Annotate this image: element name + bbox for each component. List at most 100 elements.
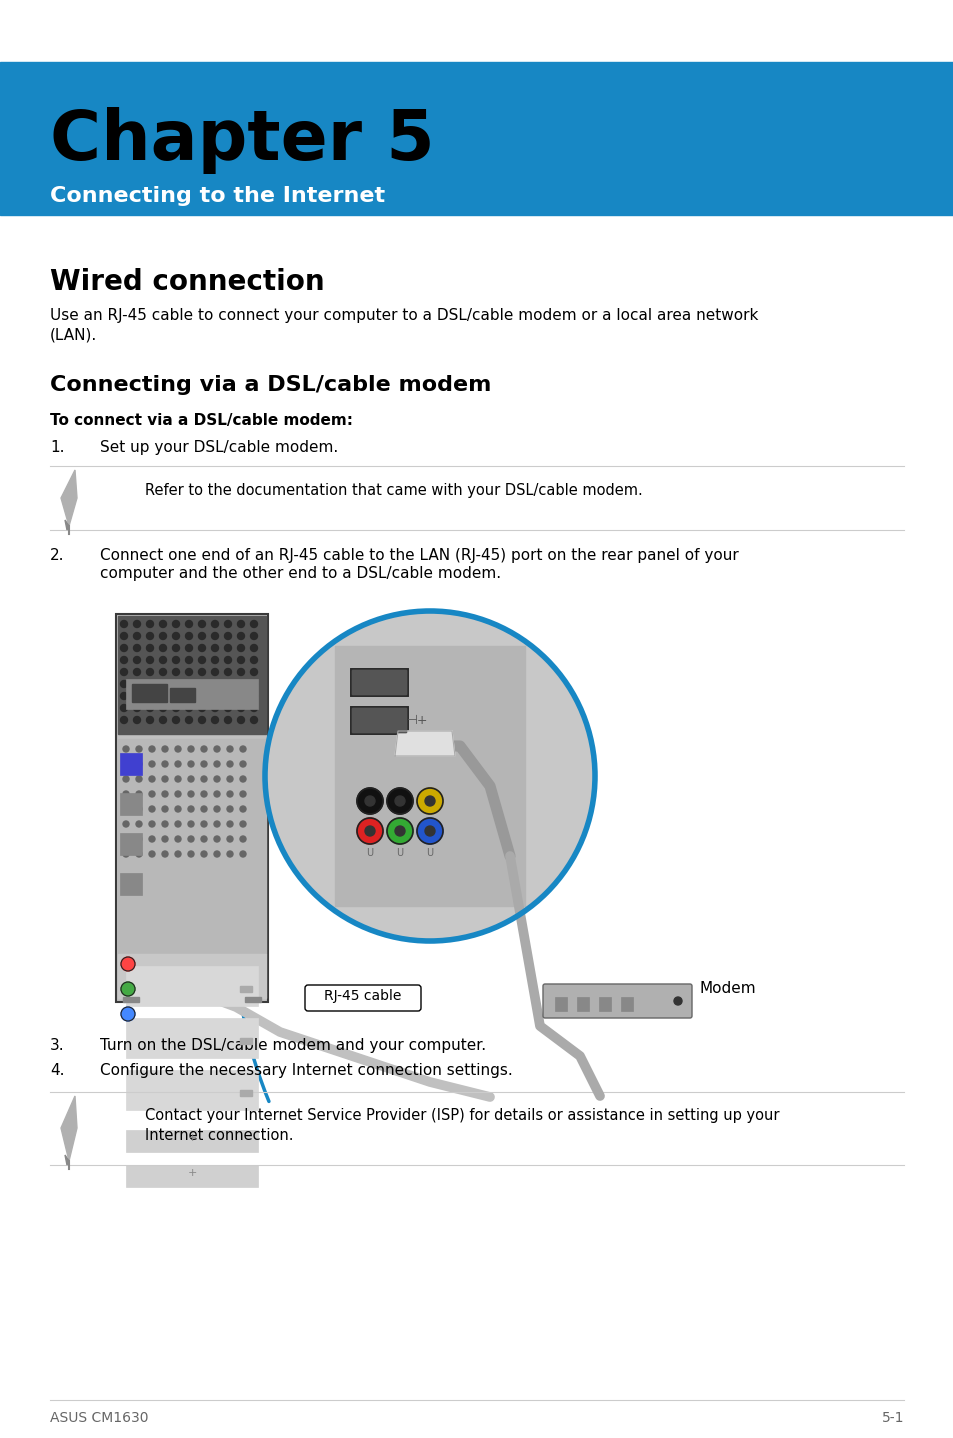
Circle shape — [185, 633, 193, 640]
Circle shape — [240, 791, 246, 797]
Bar — [620, 997, 633, 1011]
Circle shape — [188, 777, 193, 782]
Circle shape — [198, 705, 205, 712]
Circle shape — [240, 835, 246, 843]
Polygon shape — [65, 521, 69, 531]
Circle shape — [120, 621, 128, 627]
Circle shape — [224, 716, 232, 723]
Bar — [120, 754, 142, 775]
Circle shape — [147, 669, 153, 676]
Circle shape — [240, 821, 246, 827]
Circle shape — [237, 633, 244, 640]
Bar — [555, 997, 566, 1011]
Circle shape — [387, 818, 413, 844]
Bar — [577, 997, 588, 1011]
Circle shape — [120, 716, 128, 723]
Bar — [120, 833, 142, 856]
Circle shape — [251, 633, 257, 640]
Circle shape — [213, 791, 220, 797]
Polygon shape — [61, 470, 77, 526]
Circle shape — [227, 761, 233, 766]
Circle shape — [212, 633, 218, 640]
Text: computer and the other end to a DSL/cable modem.: computer and the other end to a DSL/cabl… — [100, 567, 500, 581]
Circle shape — [198, 657, 205, 663]
Circle shape — [147, 693, 153, 699]
Circle shape — [188, 791, 193, 797]
Circle shape — [174, 821, 181, 827]
Circle shape — [395, 797, 405, 807]
Circle shape — [227, 835, 233, 843]
Circle shape — [240, 807, 246, 812]
Bar — [0, 0, 953, 62]
Text: Connecting via a DSL/cable modem: Connecting via a DSL/cable modem — [50, 375, 491, 395]
Circle shape — [174, 807, 181, 812]
Circle shape — [120, 633, 128, 640]
Circle shape — [133, 657, 140, 663]
Circle shape — [147, 644, 153, 651]
Circle shape — [172, 680, 179, 687]
Circle shape — [224, 633, 232, 640]
Circle shape — [212, 621, 218, 627]
Circle shape — [149, 746, 154, 752]
Circle shape — [136, 807, 142, 812]
Circle shape — [120, 680, 128, 687]
Circle shape — [174, 746, 181, 752]
Circle shape — [133, 680, 140, 687]
Circle shape — [123, 835, 129, 843]
Circle shape — [201, 807, 207, 812]
FancyBboxPatch shape — [126, 1018, 257, 1058]
Circle shape — [185, 621, 193, 627]
Circle shape — [159, 621, 167, 627]
Circle shape — [356, 818, 382, 844]
Bar — [350, 669, 408, 696]
Circle shape — [136, 835, 142, 843]
Circle shape — [198, 633, 205, 640]
Circle shape — [213, 761, 220, 766]
Bar — [120, 873, 142, 894]
Circle shape — [673, 997, 681, 1005]
Circle shape — [172, 716, 179, 723]
Text: 1.: 1. — [50, 440, 65, 454]
Circle shape — [123, 761, 129, 766]
Circle shape — [149, 777, 154, 782]
Circle shape — [237, 644, 244, 651]
Circle shape — [185, 669, 193, 676]
Bar — [240, 1090, 252, 1096]
Circle shape — [185, 693, 193, 699]
Circle shape — [136, 821, 142, 827]
Circle shape — [188, 851, 193, 857]
Circle shape — [123, 791, 129, 797]
Bar — [132, 684, 167, 702]
Text: Set up your DSL/cable modem.: Set up your DSL/cable modem. — [100, 440, 338, 454]
Circle shape — [356, 788, 382, 814]
Circle shape — [162, 791, 168, 797]
Circle shape — [212, 705, 218, 712]
Circle shape — [212, 657, 218, 663]
Circle shape — [188, 746, 193, 752]
Circle shape — [201, 791, 207, 797]
Circle shape — [365, 797, 375, 807]
Text: 2.: 2. — [50, 548, 65, 564]
Bar — [352, 707, 406, 732]
Circle shape — [121, 982, 135, 997]
Text: 5-1: 5-1 — [881, 1411, 903, 1425]
Circle shape — [188, 835, 193, 843]
Circle shape — [136, 746, 142, 752]
Bar — [598, 997, 610, 1011]
Circle shape — [224, 669, 232, 676]
Text: +: + — [187, 1133, 196, 1143]
Circle shape — [133, 621, 140, 627]
Bar — [350, 706, 408, 733]
Circle shape — [159, 657, 167, 663]
Circle shape — [121, 1007, 135, 1021]
FancyBboxPatch shape — [126, 1165, 257, 1186]
Circle shape — [188, 807, 193, 812]
Circle shape — [185, 705, 193, 712]
Text: U: U — [396, 848, 403, 858]
Bar — [245, 997, 261, 1002]
Circle shape — [159, 633, 167, 640]
Circle shape — [237, 669, 244, 676]
Circle shape — [133, 716, 140, 723]
Circle shape — [120, 657, 128, 663]
Circle shape — [198, 644, 205, 651]
